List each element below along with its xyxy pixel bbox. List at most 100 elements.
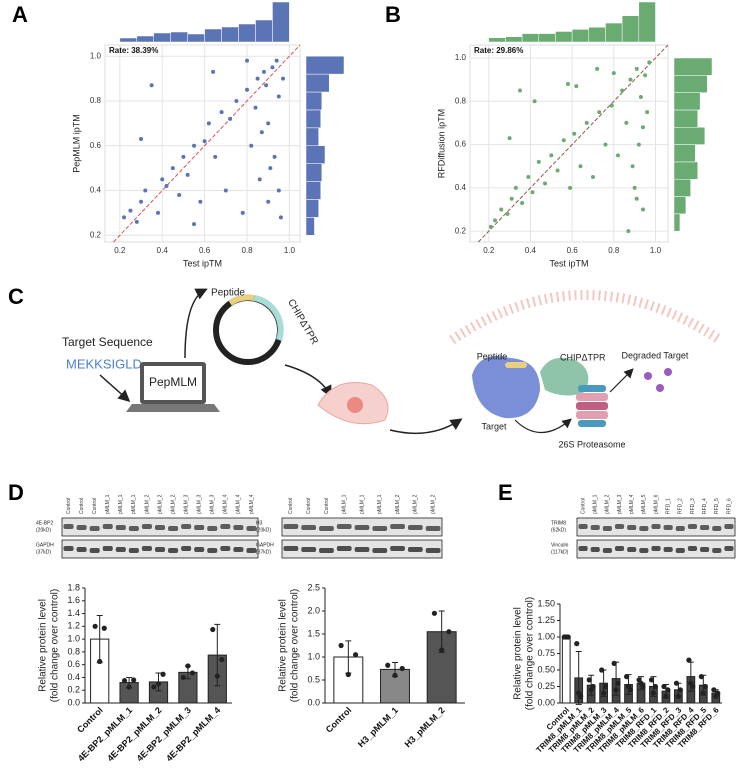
- data-point: [439, 647, 445, 653]
- point: [257, 177, 262, 182]
- point: [202, 139, 207, 144]
- blot-band: [128, 548, 139, 553]
- data-point: [338, 642, 344, 649]
- blot-band: [63, 546, 74, 551]
- hist-bar: [221, 26, 239, 43]
- lane-label: pMLM_3: [197, 494, 203, 514]
- blot-band: [336, 546, 352, 551]
- x-tick-label: 4E-BP2_pMLM_2: [105, 705, 163, 763]
- y-tick-label: 1.0: [90, 51, 102, 60]
- data-point: [640, 683, 646, 690]
- hist-bar: [571, 29, 590, 43]
- y-tick-label: 0.8: [90, 96, 102, 105]
- blot-band: [194, 547, 205, 552]
- blot-band: [233, 525, 244, 530]
- point: [518, 88, 523, 93]
- point: [634, 196, 639, 201]
- hist-bar: [305, 55, 345, 75]
- hist-bar: [538, 33, 556, 43]
- blot-band: [220, 546, 231, 551]
- blot-band: [154, 525, 166, 530]
- lane-label: pMLM_2: [413, 494, 419, 514]
- diagram-text: Target: [481, 421, 507, 431]
- data-point: [665, 687, 671, 693]
- data-point: [590, 683, 596, 690]
- x-axis-label: Test ipTM: [183, 258, 222, 268]
- data-point: [601, 690, 607, 696]
- blot-band: [194, 525, 205, 530]
- x-tick-label: 0.4: [157, 246, 169, 255]
- data-point: [131, 677, 137, 683]
- blot-band: [233, 547, 244, 552]
- hist-bar: [673, 144, 696, 163]
- data-point: [599, 667, 605, 673]
- blot-band: [724, 524, 734, 529]
- lane-label: pMLM_1: [593, 494, 599, 514]
- hist-bar: [238, 23, 256, 43]
- hist-bar: [673, 109, 698, 128]
- y-tick-label: 0.6: [90, 141, 102, 150]
- lane-label: pMLM_4: [249, 494, 255, 514]
- point: [170, 166, 175, 171]
- point: [245, 87, 250, 92]
- diagram-text: PepMLM: [149, 375, 197, 389]
- blot-band: [76, 547, 87, 552]
- hist-bar: [305, 217, 315, 236]
- y-tick-label: 1.6: [67, 595, 80, 605]
- blot-band: [115, 547, 126, 552]
- point: [549, 153, 554, 158]
- lane-label: pMLM_1: [131, 494, 137, 514]
- y-tick-label: 0.25: [537, 681, 555, 691]
- blot-band: [89, 548, 100, 553]
- diagram-text: CHIPΔTPR: [560, 352, 606, 362]
- hist-bar: [673, 161, 698, 180]
- arrow: [609, 368, 634, 393]
- point: [139, 199, 144, 204]
- blot-band: [627, 525, 637, 530]
- data-point: [711, 687, 717, 693]
- blot-band: [590, 525, 600, 530]
- x-tick-label: 0.2: [114, 246, 126, 255]
- data-point: [574, 641, 580, 647]
- arrow: [284, 364, 332, 398]
- row-label: 4E-BP2: [36, 520, 53, 526]
- membrane: [449, 290, 723, 345]
- point: [255, 76, 260, 81]
- point: [134, 219, 139, 224]
- point: [249, 143, 254, 148]
- lane-label: Control: [92, 498, 98, 514]
- blot-band: [578, 524, 588, 529]
- x-tick-label: 0.8: [608, 246, 620, 255]
- hist-bar: [638, 1, 656, 43]
- blot-band: [102, 546, 113, 551]
- point: [488, 224, 493, 229]
- point: [555, 168, 560, 173]
- point: [626, 229, 631, 234]
- bar: [561, 636, 571, 704]
- y-axis-label: Relative protein level: [278, 599, 289, 692]
- lane-label: Control: [306, 498, 312, 514]
- blot-band: [390, 546, 405, 551]
- panel-label: C: [8, 284, 24, 309]
- hist-bar: [119, 37, 138, 43]
- hist-bar: [204, 28, 222, 43]
- blot-band: [712, 548, 722, 553]
- point: [253, 105, 258, 110]
- blot-band: [301, 547, 317, 552]
- hist-bar: [673, 75, 708, 93]
- point: [278, 215, 283, 220]
- point: [234, 98, 239, 103]
- blot-band: [181, 546, 192, 551]
- blot-band: [687, 524, 698, 529]
- row-label: (117kD): [551, 549, 569, 555]
- data-point: [151, 684, 157, 690]
- hist-bar: [673, 92, 701, 111]
- point: [219, 110, 224, 115]
- point: [513, 185, 518, 190]
- blot-band: [724, 546, 734, 551]
- point: [526, 175, 531, 180]
- blot-band: [168, 526, 179, 531]
- hist-bar: [136, 35, 154, 43]
- hist-bar: [588, 27, 606, 43]
